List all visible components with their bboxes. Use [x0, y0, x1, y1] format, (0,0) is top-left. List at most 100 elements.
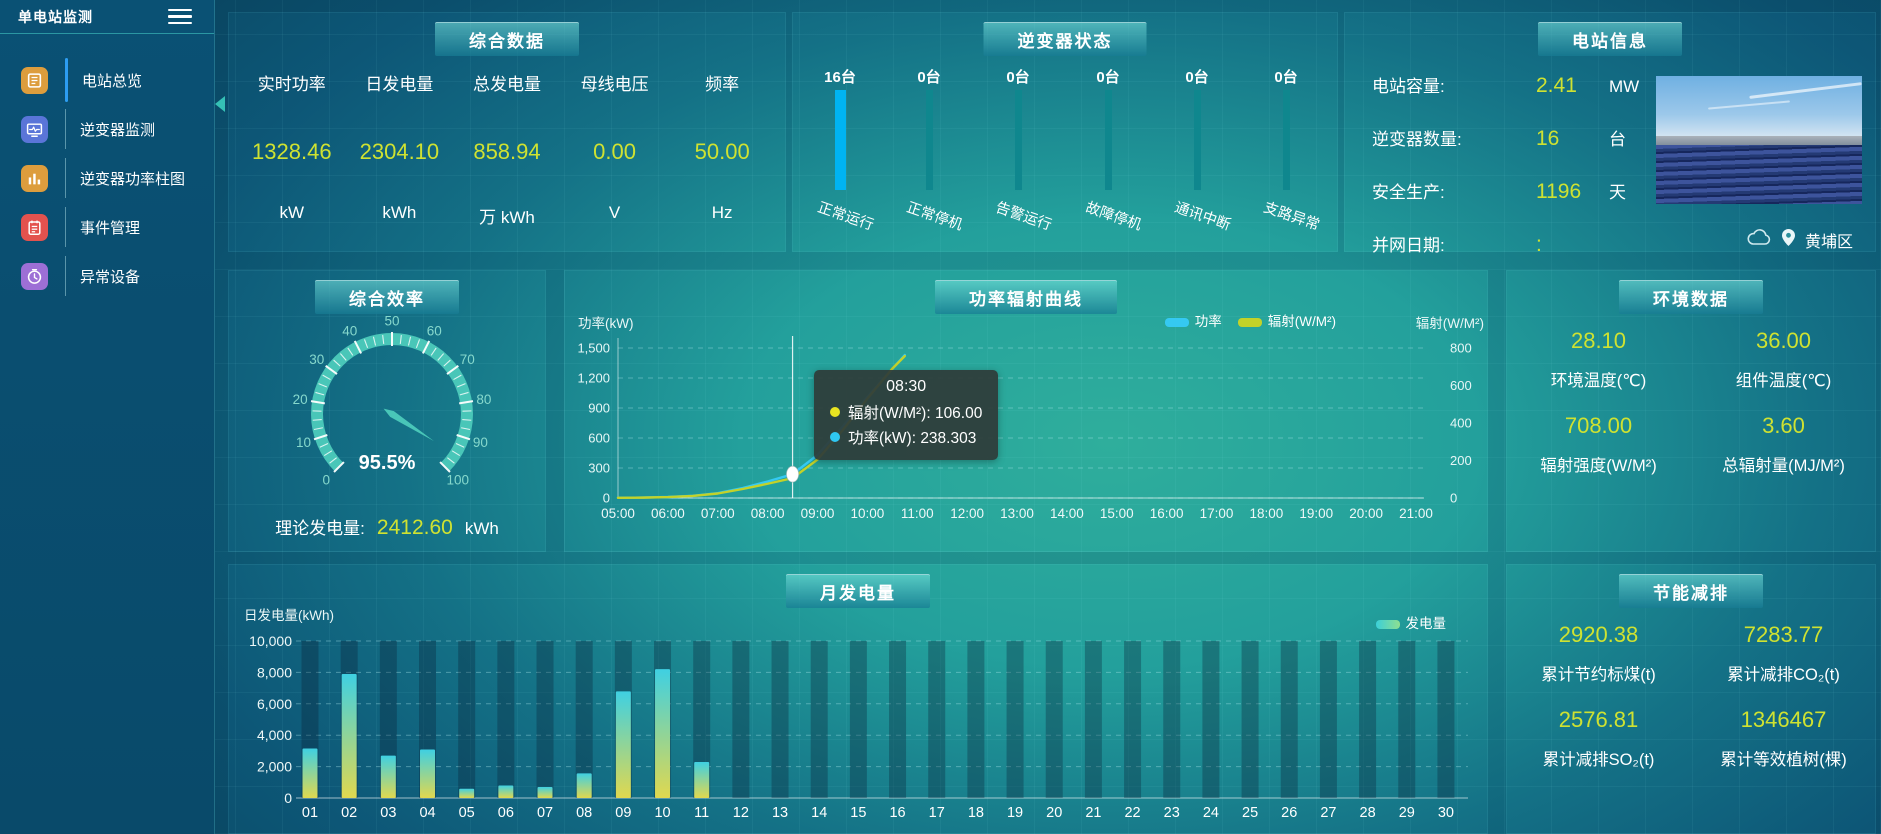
svg-text:13:00: 13:00	[1000, 506, 1034, 521]
svg-text:30: 30	[1438, 805, 1454, 821]
metric-unit: kWh	[382, 203, 417, 222]
power-bars-icon	[21, 164, 48, 192]
svg-text:09: 09	[615, 805, 631, 821]
info-unit: 天	[1609, 183, 1626, 202]
stat-label: 组件温度(℃)	[1735, 372, 1832, 390]
panel-title: 综合数据	[435, 22, 579, 56]
sidebar-item-3[interactable]: 逆变器功率柱图	[0, 156, 214, 200]
svg-text:28: 28	[1360, 805, 1376, 821]
inverter-status-label: 通讯中断	[1172, 199, 1233, 234]
svg-text:14:00: 14:00	[1050, 506, 1084, 521]
sidebar-item-5[interactable]: 异常设备	[0, 254, 214, 298]
bar-chart-legend[interactable]: 发电量	[1375, 612, 1446, 632]
svg-text:09:00: 09:00	[801, 506, 835, 521]
panel-title: 节能减排	[1619, 574, 1763, 608]
inverter-status-chart[interactable]: 16台 正常运行 0台 正常停机 0台 告警运行 0台 故障停机 0台 通讯中断 0台 支路异常	[792, 12, 1338, 252]
summary-metrics: 实时功率 1328.46 kW 日发电量 2304.10 kWh 总发电量 858.94 万 k…	[228, 12, 786, 252]
svg-text:300: 300	[588, 461, 610, 476]
summary-metric: 总发电量 858.94 万 kWh	[453, 12, 561, 252]
inverter-status-label: 正常运行	[815, 199, 876, 234]
series-dot-icon	[830, 407, 840, 417]
menu-item-divider	[65, 109, 66, 149]
theory-label: 理论发电量:	[275, 519, 365, 538]
svg-text:90: 90	[473, 435, 488, 450]
location-pin-icon[interactable]	[1782, 229, 1795, 251]
inverter-count-label: 0台	[1185, 69, 1209, 86]
inverter-count-label: 0台	[1274, 69, 1298, 86]
panel-energy-saving: 节能减排 2920.38 累计节约标煤(t) 7283.77 累计减排CO₂(t) 25…	[1506, 564, 1876, 834]
location-label: 黄埔区	[1805, 234, 1854, 251]
svg-text:17: 17	[929, 805, 945, 821]
info-value: :	[1536, 233, 1542, 256]
legend-label: 功率	[1194, 314, 1222, 329]
tooltip-text: 功率(kW): 238.303	[848, 430, 977, 447]
cloud-streak	[1707, 100, 1790, 110]
svg-text:08: 08	[576, 805, 592, 821]
efficiency-gauge-chart[interactable]: 0 10 20 30 40 50 60 70 80 90 100	[282, 304, 502, 504]
sidebar-item-4[interactable]: 事件管理	[0, 205, 214, 249]
line-chart-legend[interactable]: 功率 辐射(W/M²)	[1164, 310, 1336, 330]
svg-text:05:00: 05:00	[601, 506, 635, 521]
menu-item-divider	[65, 256, 66, 296]
environment-grid: 28.10 环境温度(℃) 36.00 组件温度(℃) 708.00 辐射强度(W/M²)…	[1506, 316, 1876, 486]
inverter-status-label: 支路异常	[1261, 199, 1322, 234]
svg-text:8,000: 8,000	[257, 664, 292, 680]
panel-title: 综合效率	[315, 280, 459, 314]
svg-text:16: 16	[889, 805, 905, 821]
legend-item[interactable]: 功率	[1164, 310, 1222, 330]
station-info-row: 逆变器数量: 16 台	[1372, 125, 1626, 151]
legend-item[interactable]: 辐射(W/M²)	[1237, 310, 1336, 330]
metric-value: 0.00	[593, 139, 636, 164]
svg-text:17:00: 17:00	[1200, 506, 1234, 521]
menu-toggle-icon[interactable]	[168, 5, 192, 28]
svg-text:01: 01	[302, 805, 318, 821]
svg-text:800: 800	[1450, 341, 1472, 356]
summary-metric: 母线电压 0.00 V	[561, 12, 669, 252]
svg-text:80: 80	[476, 392, 491, 407]
energy-saving-grid: 2920.38 累计节约标煤(t) 7283.77 累计减排CO₂(t) 2576.81…	[1506, 610, 1876, 780]
photo-solar-array	[1656, 145, 1862, 204]
sidebar-item-2[interactable]: 逆变器监测	[0, 107, 214, 151]
inverter-status-label: 故障停机	[1083, 199, 1144, 234]
metric-label: 总发电量	[472, 75, 541, 94]
inverter-status-label: 正常停机	[904, 199, 965, 234]
info-value: 2.41	[1536, 74, 1577, 97]
svg-text:10,000: 10,000	[249, 633, 292, 649]
info-unit: 台	[1609, 130, 1626, 149]
panel-summary-data: 综合数据 实时功率 1328.46 kW 日发电量 2304.10 kWh 总发电量 858.…	[228, 12, 786, 252]
photo-mountains	[1656, 136, 1862, 147]
svg-text:20: 20	[293, 392, 308, 407]
monthly-generation-chart[interactable]: 10,000 8,000 6,000 4,000 2,000 0 01 02 03 04 05 06 0…	[228, 564, 1488, 834]
svg-text:06:00: 06:00	[651, 506, 685, 521]
tooltip-row: 功率(kW): 238.303	[830, 426, 982, 448]
metric-label: 频率	[705, 75, 740, 94]
station-info-row: 电站容量: 2.41 MW	[1372, 72, 1639, 98]
svg-text:10:00: 10:00	[850, 506, 884, 521]
sidebar-item-label: 逆变器监测	[80, 121, 156, 139]
svg-text:13: 13	[772, 805, 788, 821]
info-value: 16	[1536, 127, 1560, 150]
svg-text:60: 60	[427, 324, 442, 339]
svg-text:0: 0	[322, 472, 330, 487]
inverter-count-label: 16台	[824, 69, 856, 86]
svg-text:0: 0	[284, 790, 292, 806]
collapse-sidebar-arrow-icon[interactable]	[215, 96, 225, 112]
metric-unit: 万 kWh	[479, 208, 535, 227]
svg-text:21: 21	[1085, 805, 1101, 821]
legend-item[interactable]: 发电量	[1375, 612, 1446, 632]
panel-power-radiation: 功率辐射曲线 功率(kW) 辐射(W/M²) 功率 辐射(W/M²) 1,500 1…	[564, 270, 1488, 552]
sidebar-header: 单电站监测	[0, 0, 214, 34]
stat-value: 2920.38	[1558, 622, 1639, 647]
tooltip-text: 辐射(W/M²): 106.00	[848, 405, 983, 422]
stat-value: 708.00	[1564, 413, 1633, 438]
metric-label: 实时功率	[257, 75, 326, 94]
info-label: 电站容量:	[1372, 77, 1445, 96]
chart-tooltip: 08:30 辐射(W/M²): 106.00 功率(kW): 238.303	[814, 370, 999, 460]
stat-value: 7283.77	[1743, 622, 1824, 647]
stat-value: 3.60	[1762, 413, 1805, 438]
metric-value: 858.94	[473, 139, 541, 164]
sidebar-item-1[interactable]: 电站总览	[0, 58, 214, 102]
tooltip-row: 辐射(W/M²): 106.00	[830, 401, 982, 423]
svg-text:0: 0	[1450, 491, 1457, 506]
